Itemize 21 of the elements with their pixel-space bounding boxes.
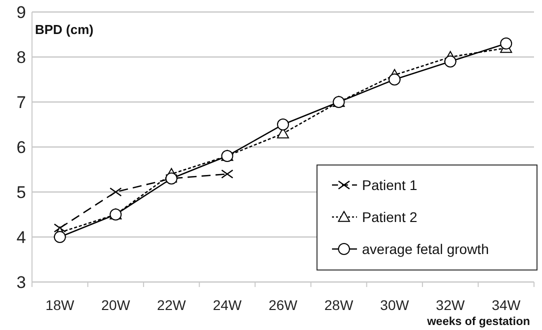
x-tick-label: 30W (380, 297, 410, 313)
x-tick-label: 20W (101, 297, 131, 313)
x-tick-label: 18W (45, 297, 76, 313)
y-tick-label: 5 (16, 182, 26, 202)
x-tick-label: 22W (157, 297, 187, 313)
y-tick-label: 7 (16, 92, 26, 112)
y-axis-title: BPD (cm) (35, 22, 94, 37)
x-tick-label: 32W (436, 297, 466, 313)
y-tick-label: 8 (16, 48, 26, 67)
y-tick-label: 6 (16, 138, 26, 157)
y-tick-label: 3 (16, 272, 26, 292)
x-tick-label: 24W (212, 297, 242, 313)
y-tick-label: 4 (16, 228, 26, 247)
x-tick-label: 26W (268, 297, 298, 313)
legend-label: average fetal growth (362, 240, 489, 257)
x-axis-title: weeks of gestation (426, 316, 530, 328)
y-tick-label: 9 (16, 2, 26, 22)
legend-label: Patient 2 (362, 208, 418, 225)
x-tick-label: 28W (324, 297, 354, 313)
legend-label: Patient 1 (362, 176, 418, 193)
x-tick-label: 34W (492, 297, 522, 313)
